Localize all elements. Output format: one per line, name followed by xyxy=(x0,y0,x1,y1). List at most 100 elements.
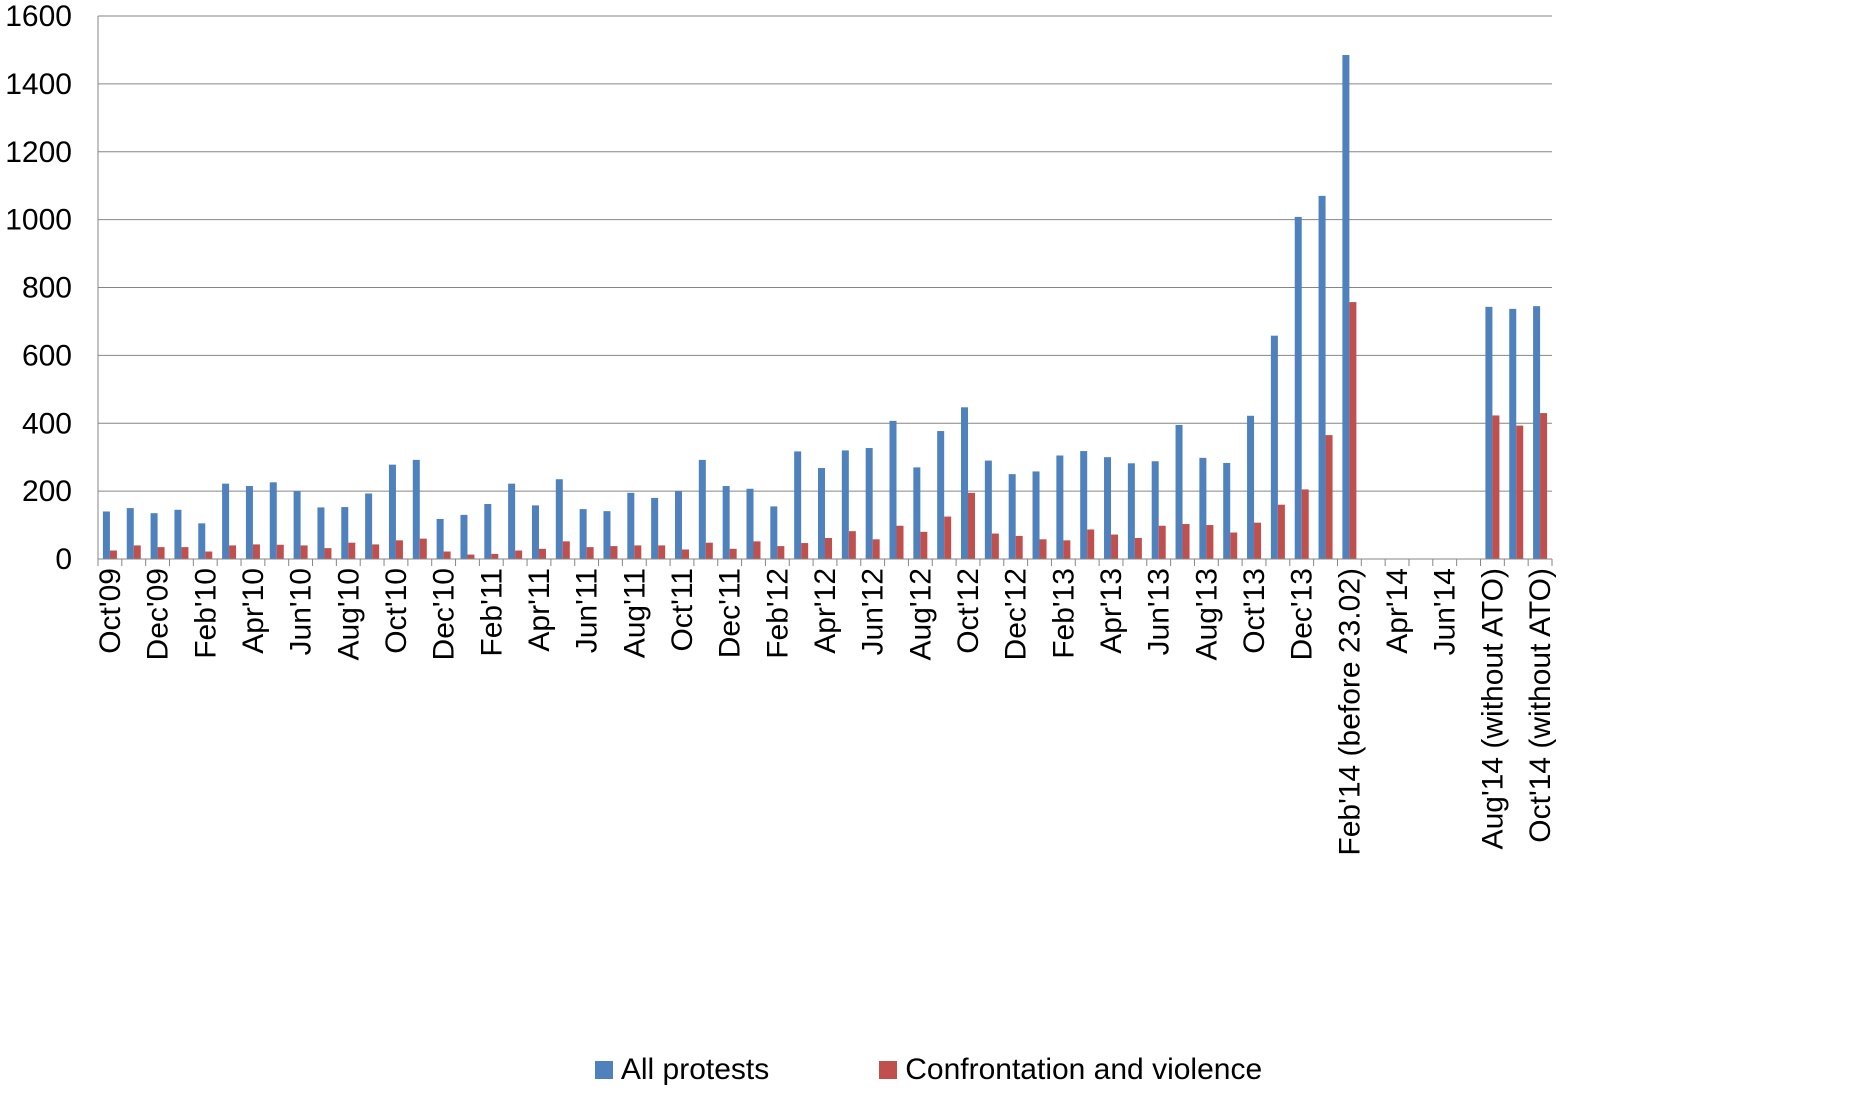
series-confrontation-and-violence xyxy=(109,302,1548,559)
x-tick-label: Aug'13 xyxy=(1190,568,1223,660)
x-tick-label: Dec'12 xyxy=(1000,568,1033,660)
x-tick-label: Aug'14 (without ATO) xyxy=(1476,568,1509,849)
bar-all-protests xyxy=(913,467,921,559)
x-tick-label: Oct'12 xyxy=(952,568,985,654)
legend-label-all-protests: All protests xyxy=(620,1053,770,1086)
x-tick-label: Oct'11 xyxy=(666,568,699,652)
bar-all-protests xyxy=(627,492,635,559)
bar-all-protests xyxy=(984,460,992,559)
bar-confrontation-and-violence xyxy=(920,531,928,559)
bar-confrontation-and-violence xyxy=(133,545,141,559)
bar-all-protests xyxy=(460,514,468,559)
x-tick-labels: Oct'09 Dec'09 Feb'10 Apr'10 Jun'10 Aug'10 Oct'… xyxy=(94,568,1557,856)
bar-confrontation-and-violence xyxy=(1325,435,1333,559)
bar-all-protests xyxy=(865,448,873,559)
bar-all-protests xyxy=(1509,308,1517,559)
x-tick-label: Jun'10 xyxy=(285,568,318,655)
bar-all-protests xyxy=(770,506,778,559)
bar-all-protests xyxy=(1104,457,1112,559)
bar-all-protests xyxy=(722,486,730,559)
bar-confrontation-and-violence xyxy=(1301,489,1309,559)
bar-confrontation-and-violence xyxy=(1206,525,1214,559)
x-tick-label: Aug'12 xyxy=(904,568,937,660)
bar-all-protests xyxy=(746,488,754,559)
x-tick-label: Feb'13 xyxy=(1047,568,1080,659)
bar-all-protests xyxy=(150,513,158,559)
bar-confrontation-and-violence xyxy=(538,548,546,559)
bar-confrontation-and-violence xyxy=(348,542,356,559)
bar-all-protests xyxy=(198,523,206,559)
legend-label-confrontation-and-violence: Confrontation and violence xyxy=(905,1053,1263,1086)
bar-all-protests xyxy=(1223,462,1231,559)
bar-confrontation-and-violence xyxy=(896,525,904,559)
x-tick-label: Oct'13 xyxy=(1238,568,1271,654)
y-tick-label: 1600 xyxy=(5,0,72,33)
bar-all-protests xyxy=(1032,471,1040,559)
bar-confrontation-and-violence xyxy=(634,545,642,559)
y-tick-label: 200 xyxy=(22,475,72,508)
x-tick-label: Oct'10 xyxy=(380,568,413,654)
x-tick-label: Apr'14 xyxy=(1381,568,1414,654)
bar-confrontation-and-violence xyxy=(991,533,999,559)
bar-confrontation-and-violence xyxy=(968,492,976,559)
bar-confrontation-and-violence xyxy=(658,545,666,559)
bar-all-protests xyxy=(1247,415,1255,559)
bar-confrontation-and-violence xyxy=(1254,522,1262,559)
bar-all-protests xyxy=(1485,306,1493,559)
x-tick-label: Aug'11 xyxy=(618,568,651,658)
bar-confrontation-and-violence xyxy=(157,547,165,559)
bar-confrontation-and-violence xyxy=(1039,539,1047,559)
bar-confrontation-and-violence xyxy=(205,551,213,559)
bar-confrontation-and-violence xyxy=(1230,532,1238,559)
x-tick-label: Feb'14 (before 23.02) xyxy=(1333,568,1366,856)
bar-all-protests xyxy=(412,459,420,559)
x-tick-label: Apr'12 xyxy=(809,568,842,654)
bar-confrontation-and-violence xyxy=(801,543,809,559)
bar-all-protests xyxy=(937,431,945,559)
bar-all-protests xyxy=(1318,195,1326,559)
x-tick-label: Jun'11 xyxy=(571,568,604,653)
bar-confrontation-and-violence xyxy=(491,553,499,559)
bar-confrontation-and-violence xyxy=(1158,525,1166,559)
bar-all-protests xyxy=(1175,424,1183,559)
bar-confrontation-and-violence xyxy=(515,550,523,559)
x-tick-label: Feb'12 xyxy=(761,568,794,659)
bar-all-protests xyxy=(531,505,539,559)
bar-confrontation-and-violence xyxy=(777,546,785,559)
bar-all-protests xyxy=(341,507,349,559)
x-tick-label: Jun'13 xyxy=(1143,568,1176,655)
bar-confrontation-and-violence xyxy=(1063,540,1071,559)
bar-confrontation-and-violence xyxy=(1349,302,1357,559)
y-tick-labels: 0 200 400 600 800 1000 1200 1400 1600 xyxy=(5,0,72,576)
bar-confrontation-and-violence xyxy=(1540,413,1548,559)
bar-all-protests xyxy=(269,482,277,559)
bar-all-protests xyxy=(102,511,110,559)
bar-all-protests xyxy=(293,491,301,559)
bar-all-protests xyxy=(174,509,182,559)
bar-all-protests xyxy=(818,468,825,559)
bar-confrontation-and-violence xyxy=(1516,425,1524,559)
bar-confrontation-and-violence xyxy=(181,547,189,559)
bar-all-protests xyxy=(388,464,396,559)
bar-confrontation-and-violence xyxy=(586,547,594,559)
bar-all-protests xyxy=(1151,461,1159,559)
x-tick-label: Dec'10 xyxy=(428,568,461,660)
bar-confrontation-and-violence xyxy=(467,554,475,559)
bar-all-protests xyxy=(651,497,659,559)
bar-chart: 0 200 400 600 800 1000 1200 1400 1600 Oct'09 Dec'… xyxy=(5,0,1557,856)
bar-all-protests xyxy=(508,483,516,559)
legend-item-confrontation-and-violence: Confrontation and violence xyxy=(879,1053,1262,1087)
bar-all-protests xyxy=(579,509,587,559)
bar-all-protests xyxy=(674,491,682,559)
x-tick-label: Feb'10 xyxy=(189,568,222,659)
y-tick-label: 1400 xyxy=(5,68,72,101)
bar-confrontation-and-violence xyxy=(1277,504,1285,559)
bar-all-protests xyxy=(317,507,325,559)
bar-confrontation-and-violence xyxy=(109,550,117,559)
bar-confrontation-and-violence xyxy=(1087,529,1095,559)
gridlines xyxy=(98,15,1552,492)
y-tick-label: 800 xyxy=(22,272,72,305)
bar-all-protests xyxy=(245,486,253,559)
bar-all-protests xyxy=(841,450,849,559)
x-tick-label: Dec'09 xyxy=(142,568,175,660)
